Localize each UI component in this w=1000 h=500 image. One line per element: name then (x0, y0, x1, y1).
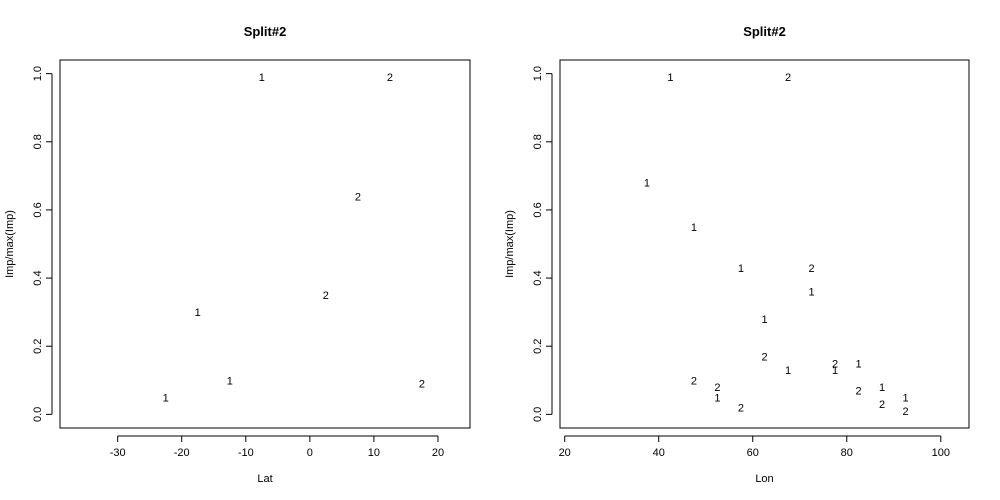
data-point: 2 (738, 403, 744, 415)
x-axis-label: Lat (257, 473, 272, 485)
x-tick-label: 60 (747, 447, 759, 459)
plot-frame (59, 59, 471, 429)
data-point: 2 (714, 382, 720, 394)
y-tick-label: 0.4 (32, 270, 44, 285)
y-tick-label: 0.8 (32, 134, 44, 149)
x-axis-label: Lon (755, 473, 773, 485)
chart-panel-lat: Split#2 -30 -20 -10 0 10 20 0.0 0.2 0.4 0.6 0.8 1.0 L… (4, 24, 471, 485)
x-tick-label: 10 (368, 447, 380, 459)
data-point: 1 (691, 222, 697, 234)
x-tick-label: 20 (559, 447, 571, 459)
data-point: 2 (761, 351, 767, 363)
x-tick-label: 0 (307, 447, 313, 459)
data-point: 2 (323, 290, 329, 302)
data-point: 1 (667, 72, 673, 84)
x-tick-label: -10 (238, 447, 254, 459)
y-axis-label: Imp/max(Imp) (4, 210, 16, 278)
data-point: 1 (879, 382, 885, 394)
y-tick-label: 0.6 (32, 202, 44, 217)
x-tick-label: -20 (174, 447, 190, 459)
data-point: 1 (808, 287, 814, 299)
data-point: 2 (855, 386, 861, 398)
data-point: 2 (808, 263, 814, 275)
x-tick-label: -30 (110, 447, 126, 459)
chart-title: Split#2 (743, 24, 786, 39)
chart-panel-lon: Split#2 20 40 60 80 100 0.0 0.2 0.4 0.6 0.8 1.0 Lon I… (504, 24, 970, 485)
y-tick-label: 0.2 (32, 339, 44, 354)
data-point: 2 (902, 406, 908, 418)
data-point: 1 (195, 307, 201, 319)
x-tick-label: 80 (841, 447, 853, 459)
data-point: 1 (832, 365, 838, 377)
y-tick-label: 0.2 (532, 339, 544, 354)
data-point: 2 (832, 358, 838, 370)
y-tick-label: 0.8 (532, 134, 544, 149)
data-point: 1 (761, 314, 767, 326)
data-point: 1 (855, 358, 861, 370)
y-tick-label: 0.6 (532, 202, 544, 217)
data-point: 1 (163, 392, 169, 404)
y-tick-label: 1.0 (532, 66, 544, 81)
data-point: 1 (227, 375, 233, 387)
data-point: 2 (355, 191, 361, 203)
x-tick-label: 100 (932, 447, 950, 459)
y-tick-label: 0.4 (532, 270, 544, 285)
data-point: 1 (902, 392, 908, 404)
data-point: 2 (879, 399, 885, 411)
chart-title: Split#2 (244, 24, 287, 39)
plot-frame (559, 59, 970, 429)
data-point: 1 (259, 72, 265, 84)
data-point: 2 (785, 72, 791, 84)
data-point: 1 (785, 365, 791, 377)
x-tick-label: 20 (432, 447, 444, 459)
y-tick-label: 1.0 (32, 66, 44, 81)
y-tick-label: 0.0 (32, 407, 44, 422)
data-point: 1 (738, 263, 744, 275)
data-point: 1 (714, 392, 720, 404)
data-point: 1 (644, 178, 650, 190)
y-axis-label: Imp/max(Imp) (504, 210, 516, 278)
y-tick-label: 0.0 (532, 407, 544, 422)
data-point: 2 (419, 379, 425, 391)
x-tick-label: 40 (653, 447, 665, 459)
data-point: 2 (387, 72, 393, 84)
data-point: 2 (691, 375, 697, 387)
